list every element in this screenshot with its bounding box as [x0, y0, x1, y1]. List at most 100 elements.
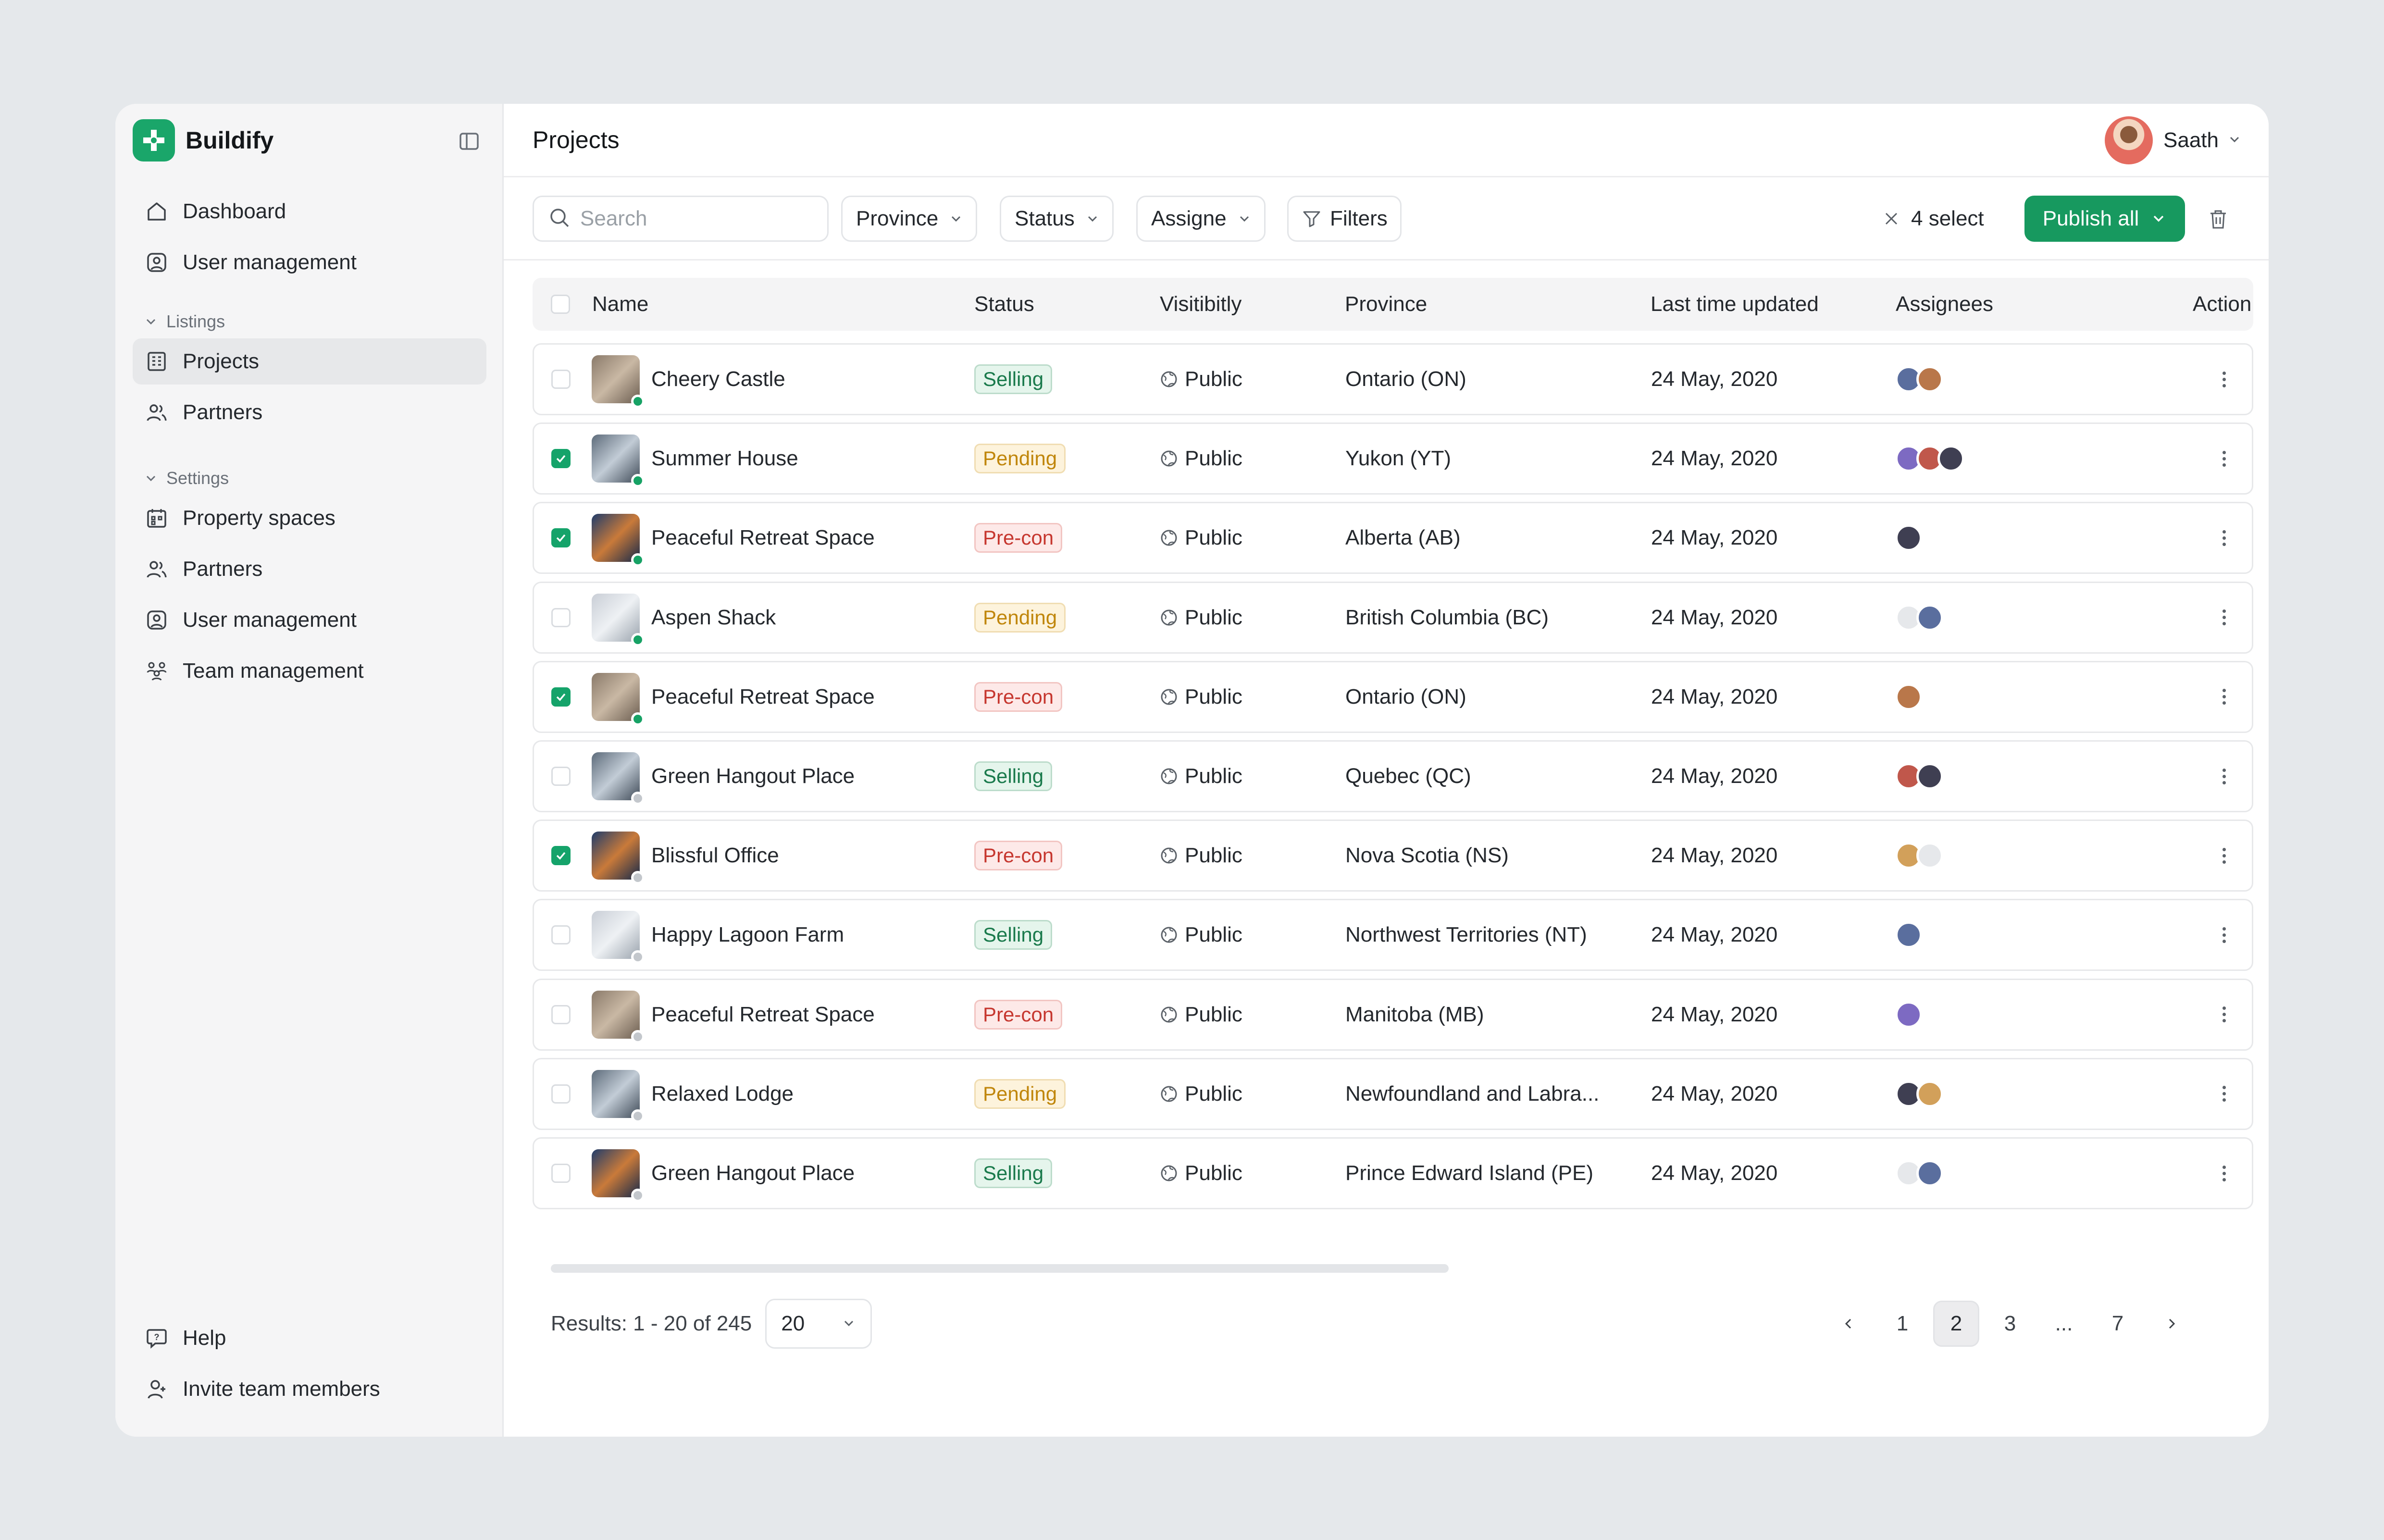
sidebar-item-help[interactable]: ? Help — [133, 1315, 486, 1361]
assignee-avatar[interactable] — [1895, 921, 1922, 949]
table-row[interactable]: Aspen Shack Pending Public British Colum… — [533, 581, 2253, 654]
project-name[interactable]: Relaxed Lodge — [651, 1081, 794, 1105]
search-icon — [548, 207, 571, 231]
table-row[interactable]: Happy Lagoon Farm Selling Public Northwe… — [533, 899, 2253, 971]
project-name[interactable]: Summer House — [651, 447, 798, 471]
table-row[interactable]: Peaceful Retreat Space Pre-con Public On… — [533, 660, 2253, 733]
sidebar-item-user-management[interactable]: User management — [133, 239, 486, 286]
column-header-province[interactable]: Province — [1345, 292, 1428, 316]
top-bar: Projects Saath — [504, 104, 2269, 177]
row-checkbox[interactable] — [551, 608, 571, 627]
status-dropdown[interactable]: Status — [1000, 196, 1114, 242]
row-checkbox[interactable] — [551, 449, 571, 469]
assignee-avatar[interactable] — [1895, 524, 1922, 552]
more-actions-icon[interactable] — [2214, 444, 2234, 473]
row-checkbox[interactable] — [551, 1005, 571, 1024]
brand[interactable]: Buildify — [133, 118, 273, 162]
assignee-avatar[interactable] — [1916, 604, 1943, 631]
more-actions-icon[interactable] — [2214, 1159, 2234, 1188]
sidebar-toggle-icon[interactable] — [457, 129, 482, 154]
row-checkbox[interactable] — [551, 687, 571, 707]
assignee-avatar[interactable] — [1895, 1001, 1922, 1028]
more-actions-icon[interactable] — [2214, 762, 2234, 791]
table-row[interactable]: Summer House Pending Public Yukon (YT) 2… — [533, 422, 2253, 495]
more-actions-icon[interactable] — [2214, 683, 2234, 711]
sidebar-item-partners-settings[interactable]: Partners — [133, 546, 486, 592]
settings-group-header[interactable]: Settings — [144, 461, 504, 495]
user-menu[interactable]: Saath — [2105, 116, 2242, 164]
assignee-avatar[interactable] — [1916, 1080, 1943, 1107]
more-actions-icon[interactable] — [2214, 1080, 2234, 1108]
listings-group-header[interactable]: Listings — [144, 305, 504, 338]
row-checkbox[interactable] — [551, 370, 571, 389]
user-name: Saath — [2163, 128, 2219, 152]
table-row[interactable]: Green Hangout Place Selling Public Princ… — [533, 1137, 2253, 1209]
clear-selection-icon[interactable] — [1883, 211, 1900, 227]
table-row[interactable]: Green Hangout Place Selling Public Quebe… — [533, 740, 2253, 812]
row-checkbox[interactable] — [551, 767, 571, 786]
sidebar-item-partners[interactable]: Partners — [133, 389, 486, 435]
updated-value: 24 May, 2020 — [1651, 1002, 1778, 1026]
table-row[interactable]: Peaceful Retreat Space Pre-con Public Al… — [533, 502, 2253, 574]
project-name[interactable]: Happy Lagoon Farm — [651, 923, 844, 947]
table-row[interactable]: Cheery Castle Selling Public Ontario (ON… — [533, 343, 2253, 415]
row-checkbox[interactable] — [551, 925, 571, 945]
row-checkbox[interactable] — [551, 1164, 571, 1183]
row-checkbox[interactable] — [551, 846, 571, 866]
sidebar-bottom-nav: ? Help Invite team members — [115, 1315, 504, 1417]
sidebar-item-projects[interactable]: Projects — [133, 338, 486, 385]
province-dropdown[interactable]: Province — [841, 196, 978, 242]
filters-button[interactable]: Filters — [1287, 196, 1402, 242]
project-name[interactable]: Blissful Office — [651, 844, 779, 868]
publish-label: Publish all — [2042, 207, 2139, 230]
project-name[interactable]: Peaceful Retreat Space — [651, 526, 875, 550]
more-actions-icon[interactable] — [2214, 1000, 2234, 1029]
column-header-assignees[interactable]: Assignees — [1896, 292, 1994, 316]
sidebar-item-dashboard[interactable]: Dashboard — [133, 188, 486, 235]
column-header-name[interactable]: Name — [592, 292, 649, 316]
assignee-avatar[interactable] — [1937, 445, 1964, 472]
more-actions-icon[interactable] — [2214, 603, 2234, 632]
assignee-avatar[interactable] — [1916, 366, 1943, 393]
project-name[interactable]: Cheery Castle — [651, 367, 785, 391]
page-3[interactable]: 3 — [2004, 1312, 2016, 1335]
page-size-select[interactable]: 20 — [765, 1299, 872, 1349]
column-header-visibility[interactable]: Visitibitly — [1160, 292, 1242, 316]
next-page-icon[interactable] — [2148, 1301, 2195, 1347]
trash-icon[interactable] — [2206, 207, 2230, 231]
more-actions-icon[interactable] — [2214, 365, 2234, 394]
column-header-last-updated[interactable]: Last time updated — [1651, 292, 1819, 316]
sidebar-item-team-management[interactable]: Team management — [133, 648, 486, 694]
horizontal-scrollbar[interactable] — [551, 1264, 1449, 1273]
page-7[interactable]: 7 — [2111, 1312, 2124, 1335]
project-name[interactable]: Peaceful Retreat Space — [651, 684, 875, 708]
project-name[interactable]: Aspen Shack — [651, 605, 776, 629]
row-checkbox[interactable] — [551, 1084, 571, 1104]
assignee-avatar[interactable] — [1916, 842, 1943, 869]
project-name[interactable]: Green Hangout Place — [651, 1161, 855, 1185]
page-1[interactable]: 1 — [1896, 1312, 1909, 1335]
assignee-avatar[interactable] — [1916, 763, 1943, 790]
prev-page-icon[interactable] — [1825, 1301, 1872, 1347]
sidebar-item-user-management-settings[interactable]: User management — [133, 597, 486, 643]
search-input[interactable] — [579, 206, 812, 231]
assignee-avatar[interactable] — [1895, 683, 1922, 710]
project-name[interactable]: Green Hangout Place — [651, 764, 855, 788]
assignee-dropdown[interactable]: Assigne — [1136, 196, 1266, 242]
sidebar-item-invite-team-members[interactable]: Invite team members — [133, 1366, 486, 1412]
publish-all-button[interactable]: Publish all — [2024, 196, 2185, 242]
visibility-value: Public — [1185, 844, 1242, 868]
page-2[interactable]: 2 — [1933, 1301, 1979, 1347]
table-row[interactable]: Blissful Office Pre-con Public Nova Scot… — [533, 820, 2253, 892]
assignee-avatar[interactable] — [1916, 1160, 1943, 1187]
table-row[interactable]: Peaceful Retreat Space Pre-con Public Ma… — [533, 978, 2253, 1051]
more-actions-icon[interactable] — [2214, 841, 2234, 870]
table-row[interactable]: Relaxed Lodge Pending Public Newfoundlan… — [533, 1057, 2253, 1130]
more-actions-icon[interactable] — [2214, 523, 2234, 552]
more-actions-icon[interactable] — [2214, 920, 2234, 949]
row-checkbox[interactable] — [551, 528, 571, 548]
column-header-status[interactable]: Status — [974, 292, 1034, 316]
project-name[interactable]: Peaceful Retreat Space — [651, 1002, 875, 1026]
sidebar-item-property-spaces[interactable]: Property spaces — [133, 495, 486, 541]
select-all-checkbox[interactable] — [551, 295, 570, 314]
